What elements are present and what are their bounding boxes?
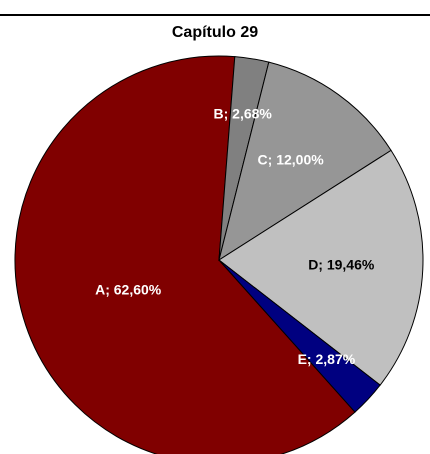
data-label: E; 2,87% [298,351,356,367]
pie-slice [218,259,381,413]
data-label: C; 12,00% [258,151,325,167]
pie-slice [14,55,356,454]
pie-slice [218,149,424,386]
data-label: D; 19,46% [308,256,375,272]
chart-title: Capítulo 29 [172,24,258,41]
data-label: A; 62,60% [95,281,162,297]
data-label: B; 2,68% [214,106,273,122]
pie-slice [218,61,392,262]
